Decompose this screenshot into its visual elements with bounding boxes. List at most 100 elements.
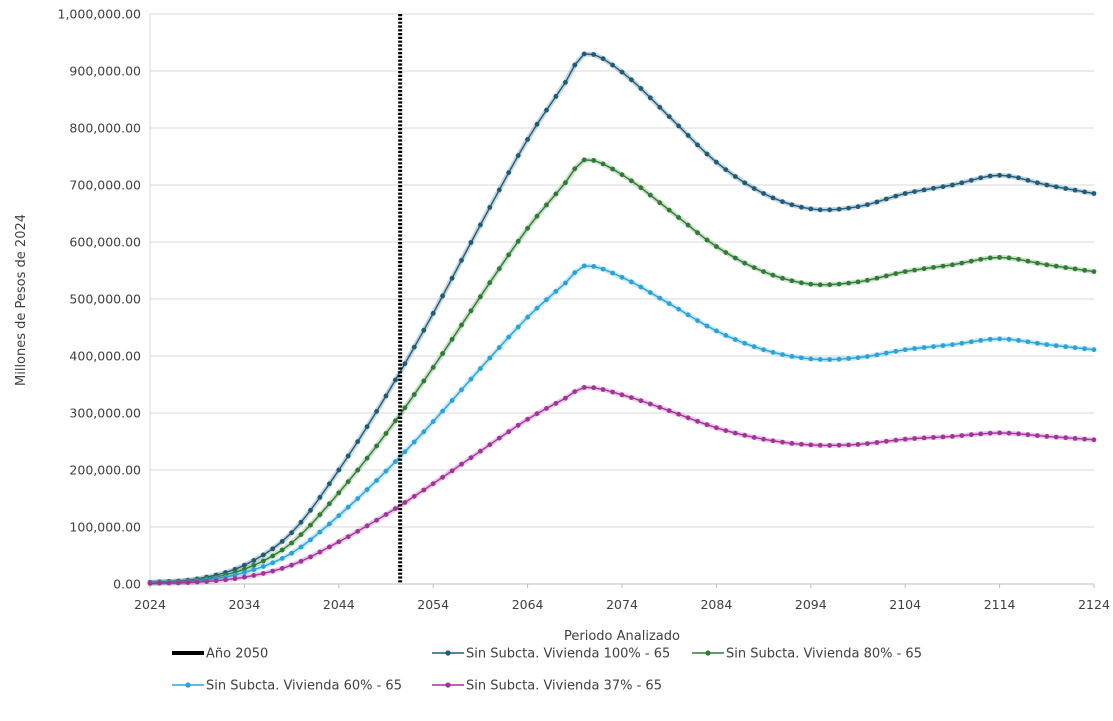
- data-point: [959, 260, 965, 266]
- data-point: [308, 522, 313, 528]
- data-point: [185, 580, 191, 585]
- data-point: [591, 52, 597, 57]
- data-point: [600, 161, 606, 167]
- data-point: [893, 348, 899, 354]
- data-point: [883, 196, 889, 202]
- data-point: [817, 282, 823, 288]
- data-point: [666, 207, 672, 213]
- data-point: [534, 213, 540, 219]
- data-point: [997, 336, 1002, 342]
- data-point: [411, 439, 417, 445]
- data-point: [1053, 263, 1059, 269]
- data-point: [855, 442, 861, 447]
- data-point: [1063, 435, 1069, 441]
- data-point: [1063, 186, 1069, 191]
- data-point: [997, 172, 1002, 178]
- data-point: [581, 157, 587, 163]
- data-point: [959, 340, 965, 346]
- data-point: [525, 225, 530, 231]
- data-point: [997, 255, 1002, 260]
- data-point: [581, 51, 587, 57]
- data-point: [204, 579, 210, 584]
- data-point: [581, 263, 587, 269]
- data-point: [855, 204, 861, 210]
- data-point: [638, 86, 644, 91]
- series-line-halo: [149, 157, 1095, 586]
- data-point: [657, 295, 663, 301]
- data-point: [978, 175, 984, 181]
- data-point: [1082, 436, 1087, 442]
- data-point: [1025, 339, 1031, 345]
- data-point: [468, 308, 474, 314]
- series-line-halo: [149, 51, 1095, 585]
- data-point: [676, 215, 681, 220]
- data-point: [459, 257, 464, 263]
- data-point: [553, 401, 559, 406]
- data-point: [780, 199, 785, 205]
- data-point: [232, 572, 238, 578]
- data-point: [1082, 346, 1087, 352]
- data-point: [345, 479, 351, 484]
- legend-label: Sin Subcta. Vivienda 37% - 65: [466, 679, 662, 694]
- data-point: [515, 153, 521, 159]
- data-point: [1053, 434, 1059, 440]
- data-point: [544, 202, 549, 208]
- data-point: [893, 193, 899, 199]
- data-point: [411, 344, 417, 350]
- data-point: [657, 405, 663, 410]
- data-point: [383, 512, 389, 517]
- data-point: [921, 345, 927, 350]
- x-tick-label: 2084: [700, 597, 732, 612]
- data-point: [950, 434, 955, 439]
- data-point: [704, 151, 710, 157]
- data-point: [978, 256, 984, 262]
- x-tick-label: 2114: [984, 597, 1016, 612]
- data-point: [968, 432, 974, 438]
- series: [147, 51, 1097, 586]
- data-point: [251, 562, 257, 568]
- series-line: [149, 159, 1095, 584]
- x-tick-label: 2094: [795, 597, 827, 612]
- data-point: [921, 266, 927, 272]
- data-point: [865, 354, 870, 359]
- data-point: [600, 266, 606, 272]
- data-point: [1035, 180, 1040, 186]
- data-point: [534, 305, 540, 311]
- data-point: [827, 357, 833, 362]
- data-point: [1082, 267, 1087, 273]
- legend: Año 2050 Sin Subcta. Vivienda 100% - 65 Si…: [172, 647, 922, 694]
- data-point: [449, 468, 455, 474]
- data-point: [987, 173, 993, 179]
- data-point: [997, 430, 1002, 436]
- data-point: [270, 568, 276, 574]
- x-tick-labels: 2024 2034 2044 2054 2064 2074 2084 2094 2104 2114…: [134, 597, 1110, 612]
- data-point: [959, 433, 965, 438]
- data-point: [572, 166, 578, 172]
- data-point: [402, 449, 408, 455]
- data-point: [685, 222, 691, 228]
- data-point: [921, 435, 927, 441]
- data-point: [902, 269, 908, 274]
- data-point: [1072, 436, 1078, 441]
- data-point: [506, 429, 512, 435]
- data-point: [827, 207, 833, 213]
- data-point: [478, 448, 483, 454]
- data-point: [1044, 182, 1050, 188]
- data-point: [666, 408, 672, 414]
- legend-marker: [445, 682, 451, 688]
- x-tick-label: 2104: [889, 597, 921, 612]
- data-point: [950, 342, 955, 347]
- data-point: [780, 275, 785, 281]
- data-point: [402, 361, 408, 367]
- data-point: [336, 513, 342, 518]
- data-point: [581, 385, 587, 390]
- data-point: [402, 500, 408, 505]
- legend-label: Sin Subcta. Vivienda 80% - 65: [726, 647, 922, 662]
- data-point: [251, 573, 257, 578]
- data-point: [374, 443, 379, 449]
- data-point: [270, 546, 276, 552]
- data-point: [978, 338, 984, 343]
- data-point: [676, 306, 681, 312]
- data-point: [836, 281, 842, 287]
